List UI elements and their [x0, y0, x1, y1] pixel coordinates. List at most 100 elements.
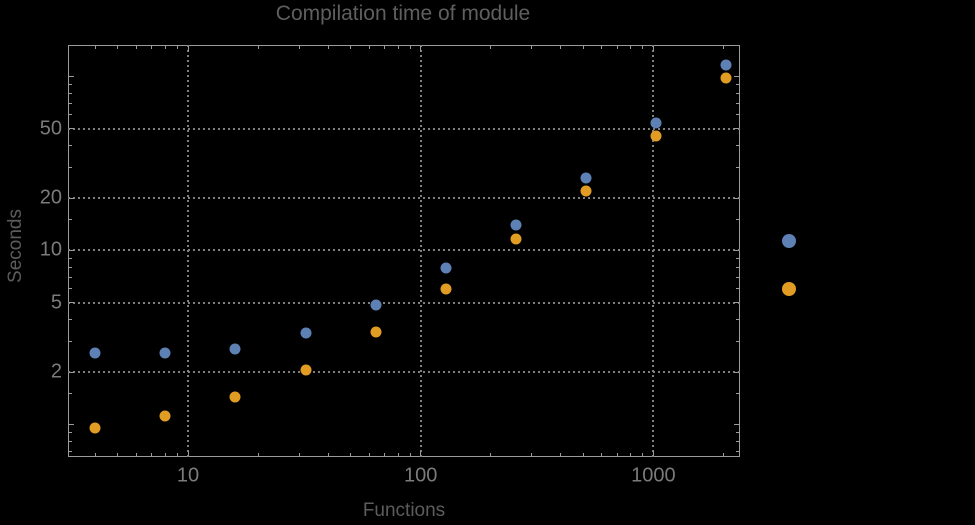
data-point-series-2-orange: [370, 326, 382, 338]
x-tick: [327, 453, 329, 456]
data-point-series-2-orange: [440, 283, 452, 295]
data-point-series-2-orange: [159, 410, 171, 422]
x-tick: [409, 453, 411, 456]
x-tick: [135, 453, 137, 456]
x-tick: [652, 46, 654, 51]
x-tick: [601, 46, 603, 49]
x-tick: [397, 46, 399, 49]
y-tick: [69, 75, 74, 77]
y-tick: [69, 431, 72, 433]
x-tick: [117, 453, 119, 456]
y-tick: [736, 219, 739, 221]
data-point-series-2-orange: [300, 364, 312, 376]
x-tick: [117, 46, 119, 49]
data-point-series-1-blue: [510, 219, 522, 231]
data-point-series-1-blue: [580, 172, 592, 184]
x-tick: [582, 453, 584, 456]
y-tick-label: 5: [50, 291, 62, 314]
x-tick: [420, 451, 422, 456]
x-tick: [350, 46, 352, 49]
y-tick: [69, 249, 74, 251]
y-tick-label: 2: [50, 360, 62, 383]
x-tick: [652, 451, 654, 456]
x-tick: [630, 453, 632, 456]
x-tick: [531, 46, 533, 49]
y-tick: [69, 288, 72, 290]
data-point-series-1-blue: [159, 347, 171, 359]
x-tick: [722, 453, 724, 456]
y-tick: [736, 145, 739, 147]
legend-marker-2: [782, 282, 796, 296]
x-tick: [582, 46, 584, 49]
x-tick: [642, 453, 644, 456]
x-tick: [187, 451, 189, 456]
x-tick: [384, 46, 386, 49]
x-tick: [94, 46, 96, 49]
data-point-series-2-orange: [229, 391, 241, 403]
y-tick: [69, 219, 72, 221]
y-tick: [736, 288, 739, 290]
x-tick: [164, 46, 166, 49]
x-tick: [135, 46, 137, 49]
x-tick: [490, 46, 492, 49]
y-tick: [69, 102, 72, 104]
x-tick: [350, 453, 352, 456]
x-tick: [560, 46, 562, 49]
x-tick: [409, 46, 411, 49]
y-tick: [734, 128, 739, 130]
data-point-series-1-blue: [300, 327, 312, 339]
x-tick: [176, 46, 178, 49]
y-tick: [736, 431, 739, 433]
y-tick: [69, 128, 74, 130]
data-point-series-1-blue: [229, 343, 241, 355]
y-tick: [69, 276, 72, 278]
y-tick-label: 20: [39, 186, 62, 209]
y-tick: [69, 145, 72, 147]
y-tick: [736, 92, 739, 94]
y-tick: [69, 450, 72, 452]
y-tick: [734, 249, 739, 251]
x-tick: [722, 46, 724, 49]
x-tick: [187, 46, 189, 51]
y-tick: [69, 319, 72, 321]
data-point-series-2-orange: [580, 185, 592, 197]
x-tick: [257, 453, 259, 456]
y-tick: [736, 114, 739, 116]
y-tick: [736, 102, 739, 104]
x-tick: [94, 453, 96, 456]
x-tick: [601, 453, 603, 456]
data-point-series-1-blue: [440, 262, 452, 274]
x-tick: [384, 453, 386, 456]
x-tick: [560, 453, 562, 456]
x-tick: [176, 453, 178, 456]
y-tick: [736, 450, 739, 452]
y-tick: [736, 440, 739, 442]
data-point-series-2-orange: [650, 130, 662, 142]
x-tick: [420, 46, 422, 51]
y-tick: [69, 440, 72, 442]
y-tick: [736, 266, 739, 268]
y-tick: [69, 166, 72, 168]
data-point-series-1-blue: [370, 299, 382, 311]
y-tick: [736, 393, 739, 395]
data-point-series-2-orange: [510, 233, 522, 244]
y-tick: [69, 257, 72, 259]
plot-title: Compilation time of module: [275, 2, 531, 25]
y-tick: [69, 92, 72, 94]
x-tick-label: 100: [404, 464, 438, 487]
y-gridline: [68, 197, 740, 199]
data-point-series-1-blue: [89, 347, 101, 359]
x-tick: [531, 453, 533, 456]
data-point-series-2-orange: [720, 72, 732, 84]
y-tick: [736, 319, 739, 321]
x-tick: [616, 453, 618, 456]
y-tick: [69, 423, 74, 425]
x-axis-label: Functions: [362, 500, 446, 521]
data-point-series-2-orange: [89, 422, 101, 434]
y-tick: [69, 371, 74, 373]
y-gridline: [68, 301, 740, 304]
y-tick: [734, 302, 739, 304]
y-gridline: [68, 127, 740, 130]
x-tick: [630, 46, 632, 49]
